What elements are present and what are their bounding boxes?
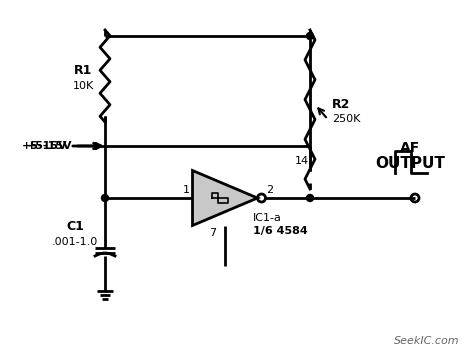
Text: 14: 14 (295, 156, 309, 166)
Polygon shape (192, 171, 257, 225)
Text: OUTPUT: OUTPUT (375, 156, 445, 171)
Circle shape (101, 194, 109, 201)
Circle shape (307, 194, 313, 201)
Text: +5-15V: +5-15V (27, 141, 72, 151)
Text: .001-1.0: .001-1.0 (52, 237, 98, 247)
Text: 2: 2 (266, 185, 273, 195)
Text: C1: C1 (66, 220, 84, 234)
Text: 1/6 4584: 1/6 4584 (253, 226, 308, 236)
Circle shape (307, 32, 313, 40)
Text: 10K: 10K (73, 81, 94, 91)
Text: 250K: 250K (332, 115, 360, 125)
Text: IC1-a: IC1-a (253, 213, 282, 223)
Text: R2: R2 (332, 98, 350, 111)
Text: AF: AF (400, 141, 420, 155)
Text: 1: 1 (182, 185, 190, 195)
Text: +5-15V: +5-15V (21, 141, 67, 151)
Text: 7: 7 (210, 229, 217, 239)
Text: R1: R1 (74, 64, 92, 78)
Text: SeekIC.com: SeekIC.com (394, 336, 460, 346)
